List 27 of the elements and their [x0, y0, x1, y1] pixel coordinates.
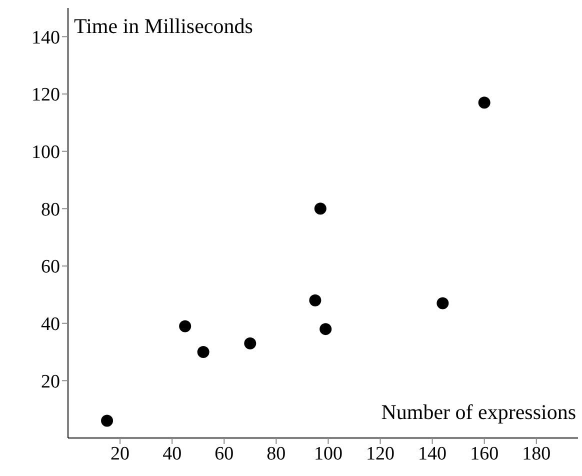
- y-tick-label: 100: [32, 142, 60, 164]
- point: [320, 323, 332, 336]
- x-tick-label: 20: [110, 443, 130, 464]
- y-tick-label: 140: [32, 27, 60, 48]
- x-axis-title: Number of expressions: [381, 400, 576, 425]
- point: [101, 414, 114, 427]
- x-tick-label: 80: [266, 443, 286, 464]
- x-tick-label: 40: [162, 443, 182, 464]
- x-tick-label: 140: [418, 443, 447, 464]
- point: [179, 320, 192, 332]
- point: [309, 294, 322, 306]
- y-tick-label: 20: [41, 371, 60, 392]
- point: [197, 346, 210, 358]
- x-tick-label: 180: [522, 443, 551, 464]
- point: [436, 297, 449, 310]
- point: [314, 202, 326, 215]
- y-tick-label: 120: [32, 84, 60, 106]
- point: [478, 96, 490, 109]
- y-tick-label: 40: [41, 314, 60, 336]
- x-tick-label: 60: [214, 443, 234, 464]
- y-axis-title: Time in Milliseconds: [74, 14, 253, 39]
- y-tick-label: 80: [41, 199, 60, 220]
- y-tick-label: 60: [41, 256, 60, 278]
- point: [244, 337, 256, 350]
- x-tick-label: 100: [314, 443, 342, 464]
- x-tick-label: 160: [470, 443, 499, 464]
- x-tick-label: 120: [366, 443, 394, 464]
